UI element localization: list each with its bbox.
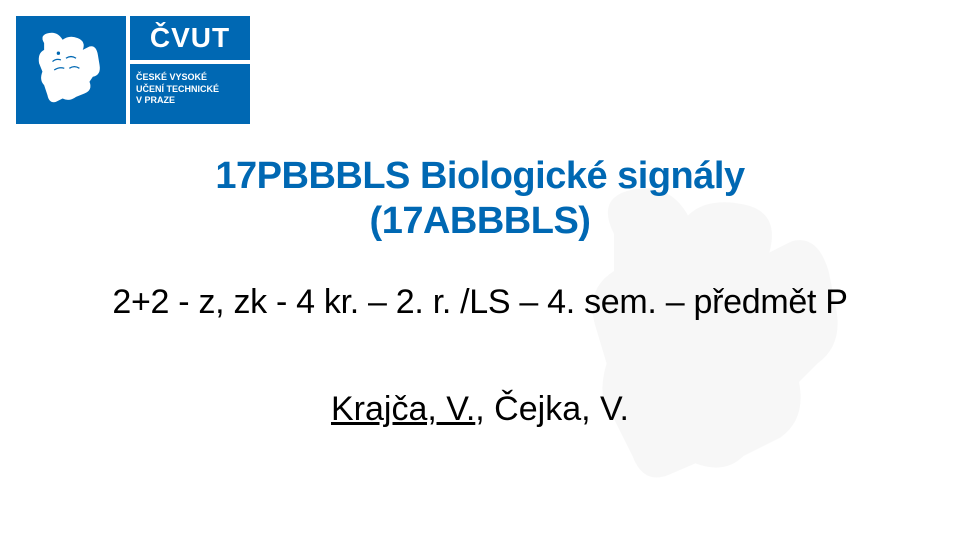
logo-text-column: ČVUT ČESKÉ VYSOKÉ UČENÍ TECHNICKÉ V PRAZ… <box>130 16 250 124</box>
slide-title-line1: 17PBBBLS Biologické signály <box>0 155 960 198</box>
logo-lion-icon <box>16 16 126 124</box>
slide-title-line2: (17ABBBLS) <box>0 200 960 243</box>
logo-desc-line2: UČENÍ TECHNICKÉ <box>136 84 244 96</box>
author-primary: Krajča, V. <box>331 390 475 428</box>
university-logo: ČVUT ČESKÉ VYSOKÉ UČENÍ TECHNICKÉ V PRAZ… <box>16 16 250 124</box>
logo-desc-line1: ČESKÉ VYSOKÉ <box>136 72 244 84</box>
course-info-line: 2+2 - z, zk - 4 kr. – 2. r. /LS – 4. sem… <box>0 283 960 322</box>
author-secondary: , Čejka, V. <box>475 390 629 428</box>
logo-desc-line3: V PRAZE <box>136 95 244 107</box>
logo-description: ČESKÉ VYSOKÉ UČENÍ TECHNICKÉ V PRAZE <box>130 64 250 124</box>
logo-abbr: ČVUT <box>130 16 250 60</box>
authors-line: Krajča, V., Čejka, V. <box>0 390 960 429</box>
